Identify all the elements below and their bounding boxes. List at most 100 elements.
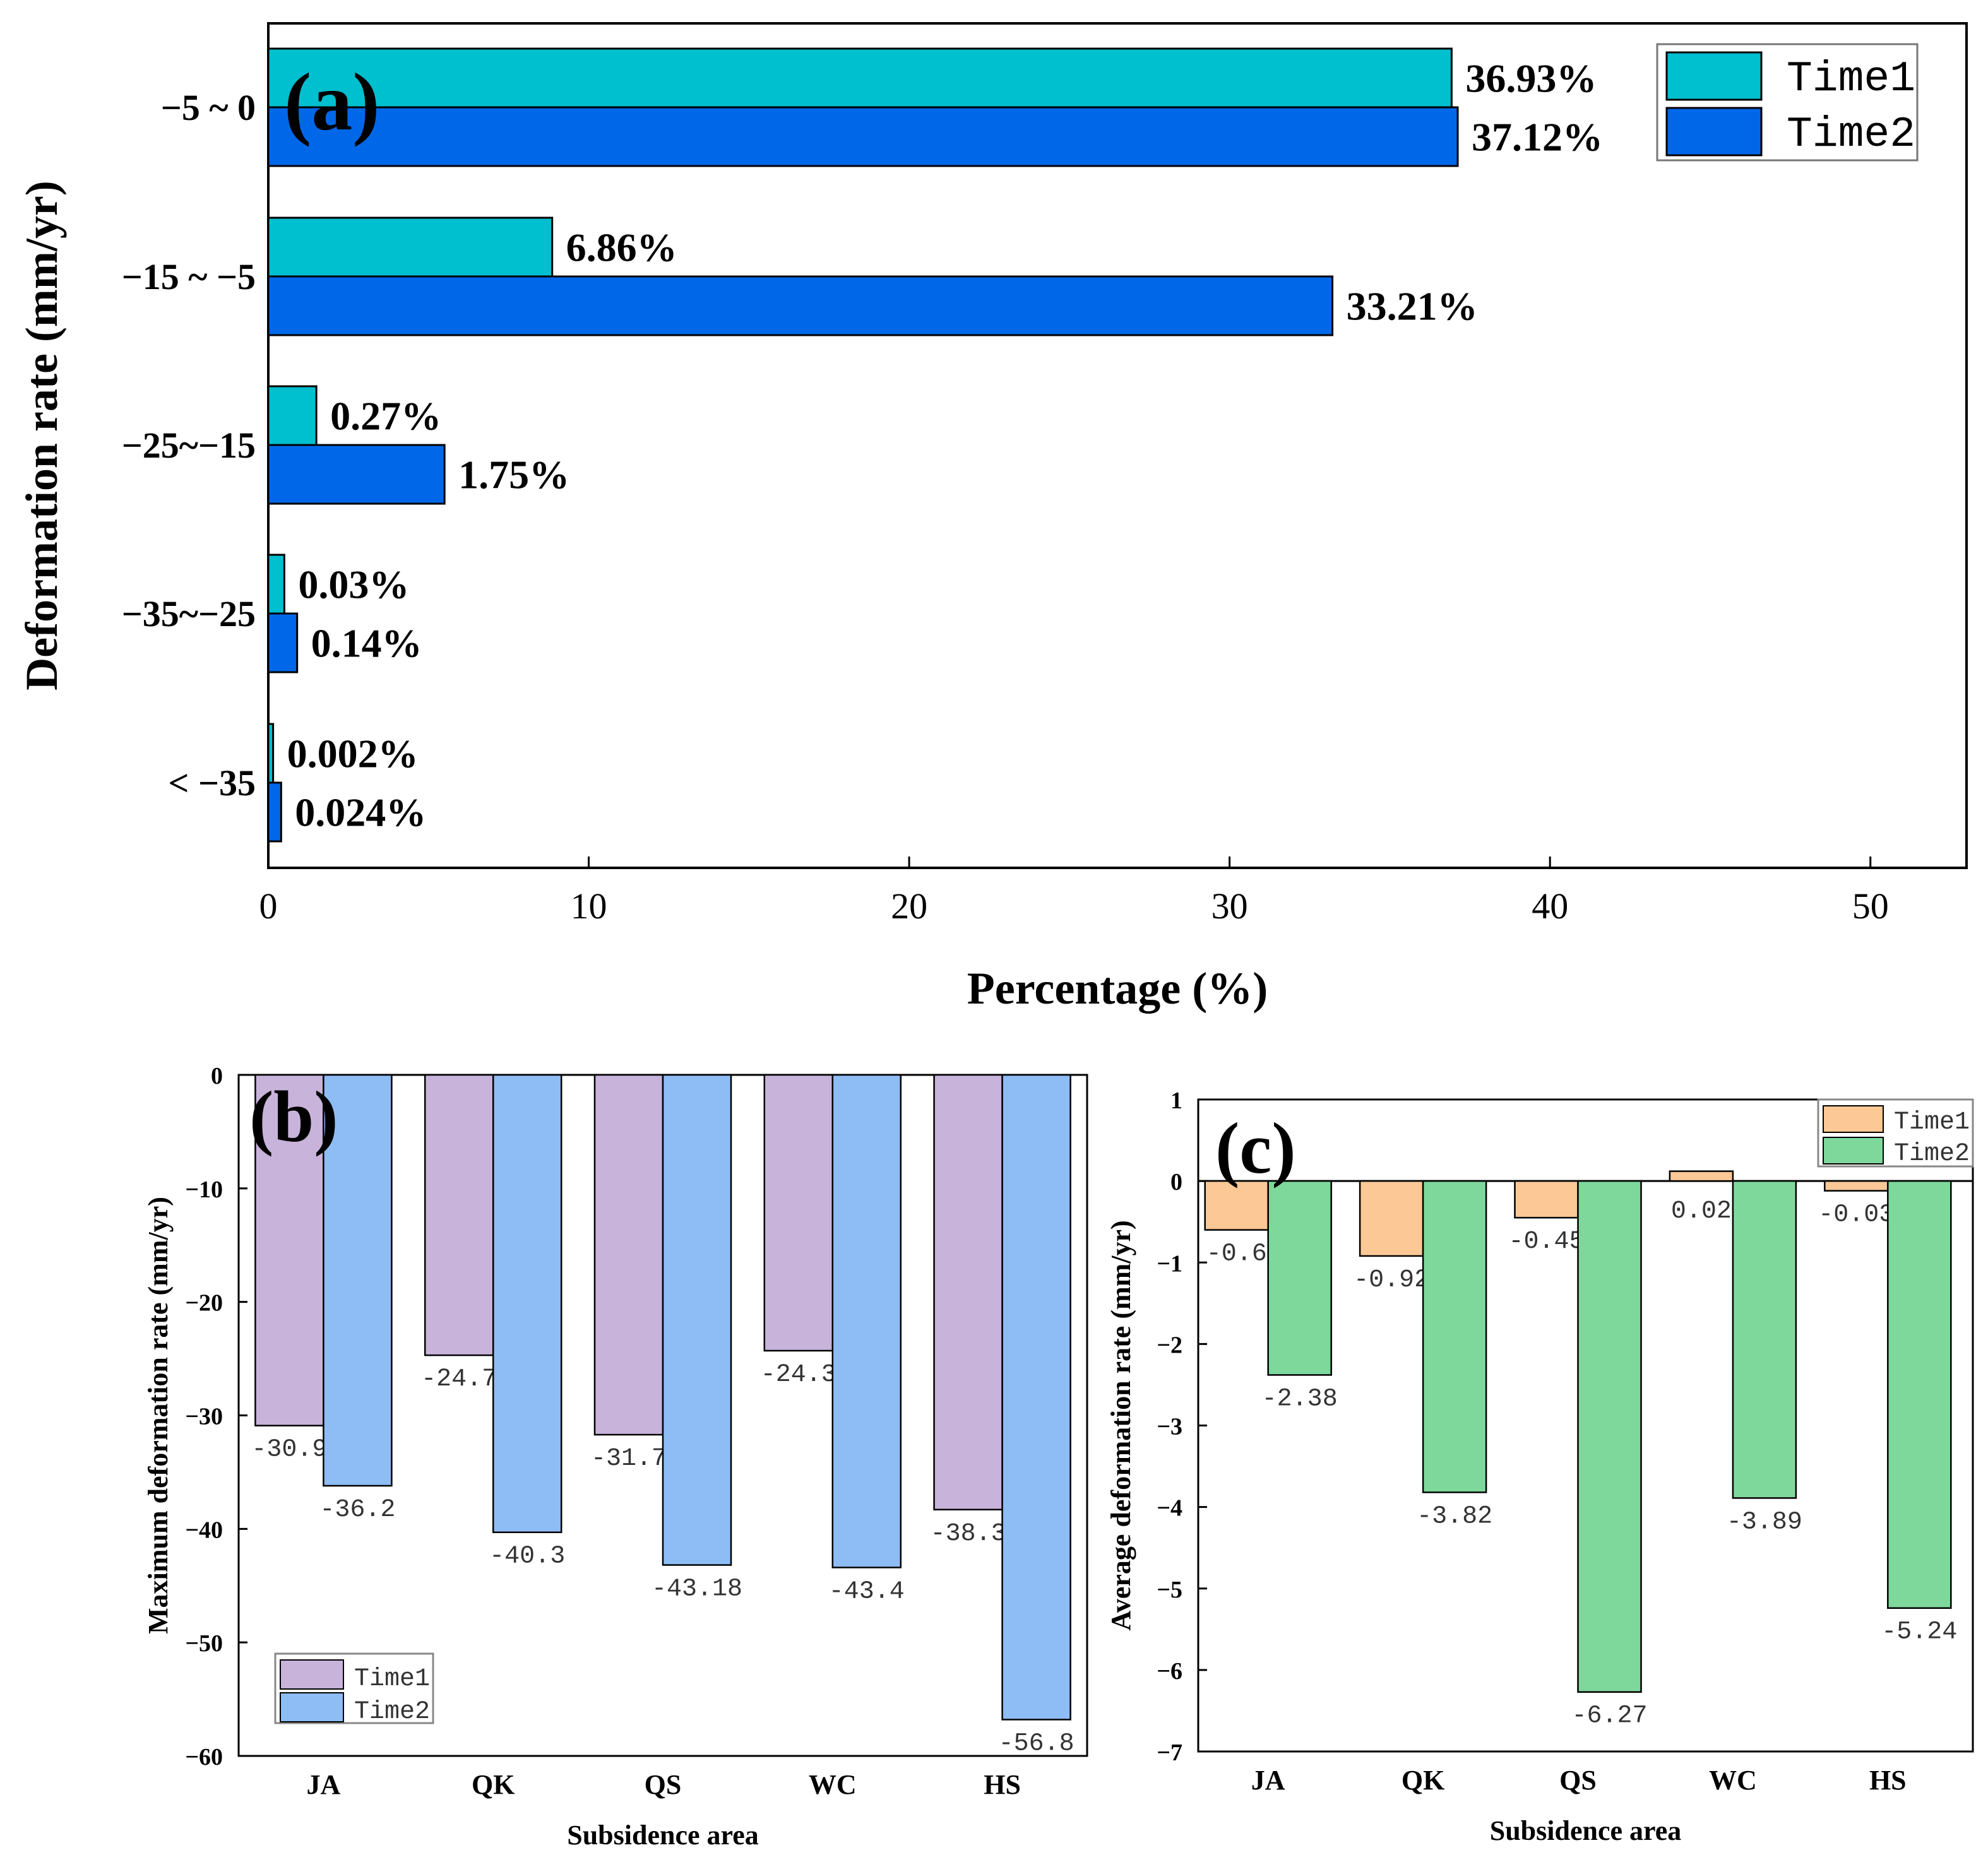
bar-time1-2: [593, 1074, 664, 1436]
y-axis-title: Average deformation rate (mm/yr): [1105, 1220, 1136, 1630]
y-tick-label: 1: [1170, 1088, 1182, 1114]
legend-swatch-time2: [1823, 1137, 1884, 1165]
y-tick-label: −40: [185, 1517, 223, 1543]
x-tick-label: 50: [1852, 886, 1889, 927]
bar-time2-2: [267, 444, 446, 505]
y-axis-title: Maximum deformation rate (mm/yr): [143, 1197, 174, 1634]
x-axis-title: Subsidence area: [1490, 1815, 1682, 1846]
legend-swatch-time1: [280, 1659, 344, 1690]
data-label: 36.93%: [1465, 56, 1597, 101]
data-label: -31.7: [591, 1445, 667, 1473]
data-label: 0.024%: [295, 790, 426, 835]
panel-label: (b): [249, 1077, 338, 1157]
bar-time2-4: [267, 781, 282, 843]
data-label: -0.03: [1818, 1201, 1894, 1230]
bar-time1-0: [267, 47, 1453, 109]
data-label: 1.75%: [458, 453, 569, 497]
x-category-wc: WC: [809, 1769, 857, 1800]
x-category-ja: JA: [1251, 1765, 1285, 1796]
x-tick-label: 10: [571, 886, 607, 927]
x-axis-title: Subsidence area: [567, 1820, 759, 1851]
bar-time1-1: [1359, 1180, 1424, 1257]
bar-time1-1: [424, 1074, 494, 1356]
legend: Time1 Time2: [1817, 1098, 1974, 1168]
x-category-qs: QS: [645, 1769, 682, 1800]
y-tick-label: −5: [1157, 1577, 1182, 1603]
bar-time2-1: [267, 275, 1334, 336]
bar-time2-4: [1001, 1074, 1071, 1721]
bar-time1-2: [267, 385, 318, 446]
y-tick-label: −30: [185, 1404, 223, 1430]
legend-label: Time2: [1894, 1140, 1970, 1168]
data-label: -40.3: [489, 1543, 565, 1571]
y-tick-label: −7: [1157, 1740, 1182, 1766]
y-tick-label: −4: [1157, 1495, 1182, 1522]
data-label: 6.86%: [566, 225, 677, 270]
y-axis-title: Deformation rate (mm/yr): [16, 181, 67, 690]
legend: Time1 Time2: [1656, 43, 1919, 162]
bar-time1-3: [1669, 1170, 1734, 1182]
y-category-35-25: −35~−25: [122, 593, 256, 634]
x-tick-label: 40: [1532, 886, 1568, 927]
y-tick-label: −1: [1157, 1250, 1182, 1277]
bar-time1-0: [254, 1074, 324, 1426]
x-axis-title: Percentage (%): [967, 963, 1268, 1014]
panel-c-average-deformation-chart: 1 0 −1 −2 −3 −4 −5 −6 −7 JA -0.6 -2.38 QK -0.92 -3.82 Q…: [1105, 1088, 1974, 1846]
legend-swatch-time1: [1823, 1105, 1884, 1133]
x-category-wc: WC: [1709, 1765, 1757, 1796]
panel-label: (c): [1215, 1108, 1296, 1188]
legend-label: Time2: [1787, 110, 1915, 159]
data-label: -3.82: [1417, 1502, 1492, 1531]
bar-time2-0: [267, 106, 1459, 167]
x-category-hs: HS: [984, 1769, 1021, 1800]
data-label: 33.21%: [1347, 284, 1478, 329]
data-label: 0.03%: [298, 562, 409, 607]
bar-time1-1: [267, 216, 554, 278]
data-label: -0.6: [1206, 1240, 1267, 1269]
x-category-hs: HS: [1869, 1765, 1907, 1796]
y-tick-label: −3: [1157, 1414, 1182, 1440]
data-label: 0.14%: [311, 621, 422, 666]
x-category-qk: QK: [1402, 1765, 1444, 1796]
legend-label: Time1: [354, 1665, 430, 1693]
data-label: -38.3: [931, 1520, 1006, 1548]
x-tick-label: 20: [891, 886, 927, 927]
data-label: -2.38: [1262, 1385, 1338, 1413]
legend-label: Time2: [354, 1698, 430, 1726]
data-label: -5.24: [1881, 1618, 1957, 1647]
bar-time2-3: [1732, 1180, 1797, 1499]
bar-time2-3: [831, 1074, 902, 1568]
bar-time2-0: [1267, 1180, 1332, 1376]
bar-time2-1: [1422, 1180, 1487, 1493]
x-tick-label: 0: [259, 886, 278, 927]
y-category-15-5: −15 ~ −5: [122, 256, 256, 297]
bar-time1-3: [763, 1074, 834, 1352]
x-tick-label: 30: [1211, 886, 1248, 927]
data-label: -36.2: [319, 1496, 395, 1524]
bar-time1-0: [1204, 1180, 1269, 1231]
data-label: -3.89: [1727, 1508, 1802, 1536]
x-category-qs: QS: [1559, 1765, 1597, 1796]
data-label: -6.27: [1571, 1702, 1647, 1731]
bar-time2-2: [1577, 1180, 1642, 1693]
data-label: 0.27%: [330, 394, 441, 439]
y-tick-label: 0: [211, 1063, 223, 1089]
legend-swatch-time1: [1665, 51, 1763, 101]
bar-time2-0: [323, 1074, 393, 1487]
bar-time1-4: [267, 723, 275, 784]
data-label: -0.92: [1354, 1266, 1429, 1295]
legend-label: Time1: [1894, 1108, 1970, 1137]
bar-time1-3: [267, 554, 285, 615]
x-category-qk: QK: [472, 1769, 515, 1800]
data-label: -24.7: [421, 1365, 497, 1394]
bar-time2-4: [1887, 1180, 1952, 1609]
bar-time1-4: [1824, 1180, 1889, 1192]
bar-time1-4: [933, 1074, 1003, 1511]
bar-time2-1: [492, 1074, 562, 1533]
data-label: -56.8: [999, 1729, 1074, 1758]
bar-time1-2: [1514, 1180, 1579, 1219]
y-tick-label: −6: [1157, 1658, 1182, 1685]
data-label: -43.18: [652, 1575, 742, 1604]
data-label: -24.3: [761, 1361, 836, 1389]
